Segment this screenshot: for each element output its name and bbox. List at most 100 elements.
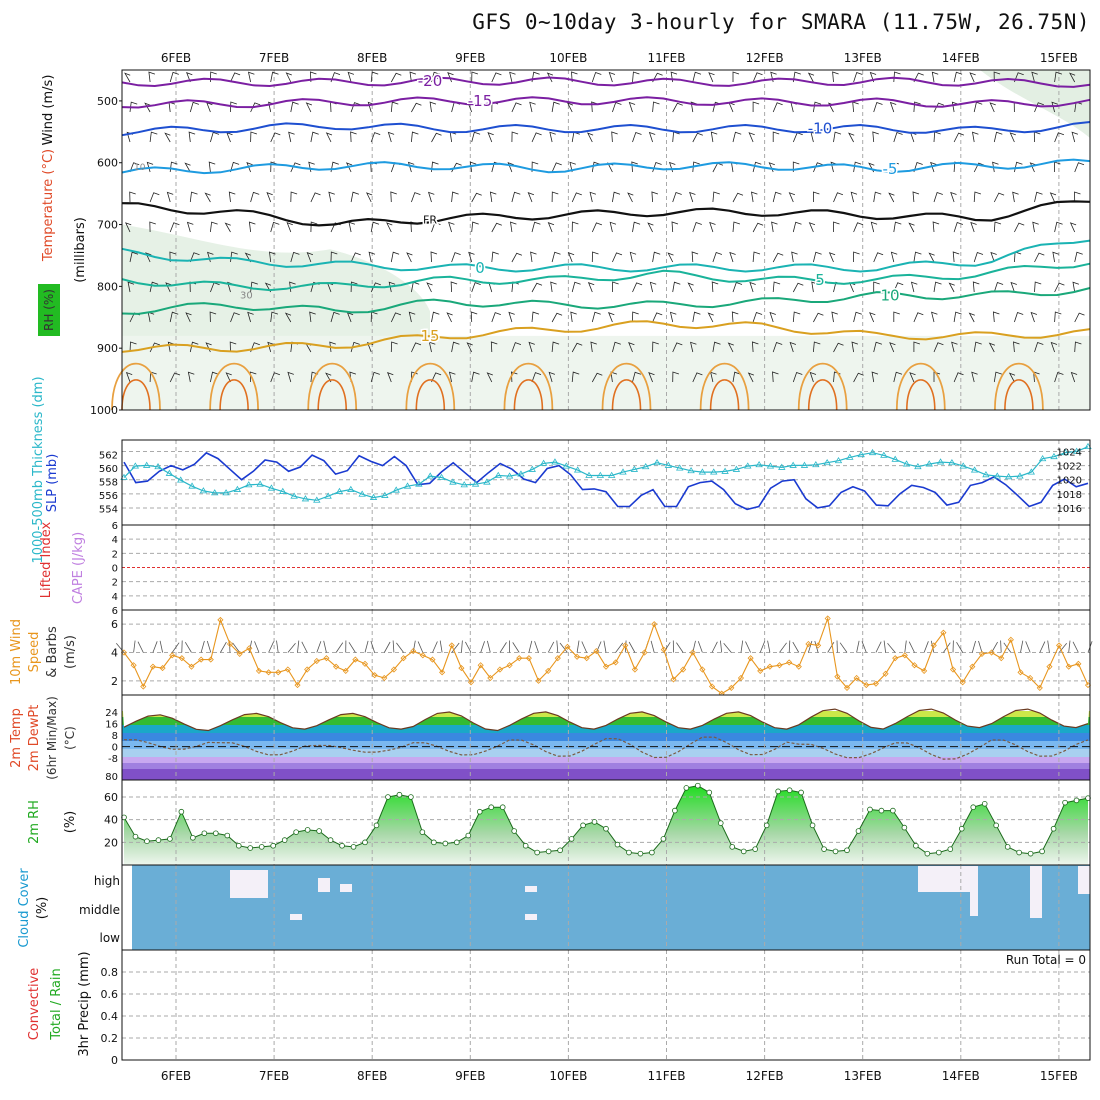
thickness-marker xyxy=(301,495,310,502)
wind-speed-marker xyxy=(824,615,831,622)
thickness-marker xyxy=(732,465,741,472)
slp-tick-label: 1024 xyxy=(1057,448,1082,459)
date-label-bottom: 7FEB xyxy=(259,1069,289,1083)
thickness-marker xyxy=(744,462,752,469)
thickness-marker xyxy=(676,464,684,471)
rh-marker xyxy=(1016,849,1022,856)
wind-speed-marker xyxy=(892,655,899,662)
cloud-clear-gap xyxy=(525,886,537,892)
thickness-marker xyxy=(698,468,707,475)
thickness-marker xyxy=(766,462,775,469)
rh-marker xyxy=(695,782,701,789)
temp-axis-label: 2m Temp xyxy=(9,708,24,768)
wind-speed-marker xyxy=(545,667,552,674)
rh-marker xyxy=(981,800,988,807)
wind-speed-marker xyxy=(757,667,764,674)
thickness-marker xyxy=(948,458,956,466)
rh-marker xyxy=(132,833,139,840)
date-label-bottom: 12FEB xyxy=(746,1069,784,1083)
rh-marker xyxy=(373,822,380,829)
temperature-contour xyxy=(121,121,1091,137)
thickness-marker xyxy=(857,450,865,458)
thickness-marker xyxy=(1072,447,1081,454)
date-label-bottom: 14FEB xyxy=(942,1069,980,1083)
slp-frame xyxy=(121,439,1091,526)
wind-speed-marker xyxy=(371,672,378,679)
rh-marker xyxy=(878,807,885,814)
rh-marker xyxy=(729,844,736,850)
rh-tick-label: 40 xyxy=(104,814,118,827)
thickness-marker xyxy=(755,460,763,468)
thickness-marker xyxy=(539,459,548,466)
date-label-bottom: 13FEB xyxy=(844,1069,882,1083)
wind-speed-marker xyxy=(593,648,600,655)
temp-color-band xyxy=(122,749,1090,757)
wind-speed-marker xyxy=(400,655,407,662)
thickness-marker xyxy=(880,451,888,458)
thickness-marker xyxy=(505,472,514,479)
surface-temp-contour xyxy=(611,379,642,411)
rh-marker xyxy=(190,834,196,841)
pressure-tick-label: 900 xyxy=(97,342,118,355)
rh-marker xyxy=(1050,825,1057,832)
date-label-top: 8FEB xyxy=(357,51,387,65)
rh-marker xyxy=(396,791,403,798)
rh-marker xyxy=(775,788,781,795)
rh-marker xyxy=(235,842,242,849)
upper-frame xyxy=(121,69,1091,411)
thickness-marker xyxy=(483,478,491,485)
thickness-marker xyxy=(1027,468,1035,475)
wind-speed-marker xyxy=(284,666,291,673)
rh-marker xyxy=(534,849,540,856)
rh-marker xyxy=(1039,848,1045,855)
wind-speed-marker xyxy=(1017,669,1024,676)
lifted-index-tick-label: 2 xyxy=(112,578,118,589)
wind-speed-marker xyxy=(149,663,156,670)
temp-tick-label: 0 xyxy=(112,743,118,754)
pressure-tick-label: 800 xyxy=(97,280,118,293)
wind-speed-marker xyxy=(689,649,696,656)
precip-tick-label: 0.6 xyxy=(101,988,119,1001)
thickness-marker xyxy=(324,492,332,499)
thickness-marker xyxy=(403,482,412,489)
wind-speed-marker xyxy=(381,674,388,682)
temperature-contour xyxy=(121,76,1091,88)
contour-label: 10 xyxy=(880,287,899,305)
thickness-marker xyxy=(585,471,593,478)
wind-speed-marker xyxy=(255,667,263,674)
wind-axis-label: Wind (m/s) xyxy=(41,75,56,146)
temperature-contour xyxy=(121,320,1091,353)
thickness-tick-label: 554 xyxy=(99,504,118,515)
thickness-marker xyxy=(812,460,820,468)
thickness-marker xyxy=(528,465,536,472)
rh-marker xyxy=(454,839,460,846)
rh-marker xyxy=(821,846,827,852)
thickness-marker xyxy=(778,463,786,470)
rh-marker xyxy=(304,827,311,833)
temp-axis-label: 2m DewPt xyxy=(27,705,42,772)
precip-tick-label: 0.2 xyxy=(101,1032,119,1045)
wind-speed-marker xyxy=(516,655,523,662)
rh-marker xyxy=(832,848,839,855)
rh-marker xyxy=(1062,799,1068,806)
thickness-marker xyxy=(131,462,140,469)
wind-speed-line xyxy=(123,616,1089,695)
thickness-marker xyxy=(1004,473,1013,480)
precip-axis-label: 3hr Precip (mm) xyxy=(77,951,92,1056)
rh-marker xyxy=(362,839,368,846)
thickness-marker xyxy=(290,492,298,499)
rh-marker xyxy=(488,804,495,810)
surface-temp-contour xyxy=(994,362,1044,411)
cloud-clear-gap xyxy=(918,866,978,892)
date-label-bottom: 15FEB xyxy=(1040,1069,1078,1083)
cloud-clear-gap xyxy=(230,870,268,898)
temp-color-band xyxy=(122,725,1090,733)
rh-marker xyxy=(293,829,299,835)
rh-marker xyxy=(499,804,506,810)
cloud-clear-gap xyxy=(1030,866,1042,918)
thickness-marker xyxy=(914,462,922,470)
date-label-top: 9FEB xyxy=(455,51,485,65)
thickness-marker xyxy=(449,478,457,485)
rh-axis-label: RH (%) xyxy=(42,289,56,331)
